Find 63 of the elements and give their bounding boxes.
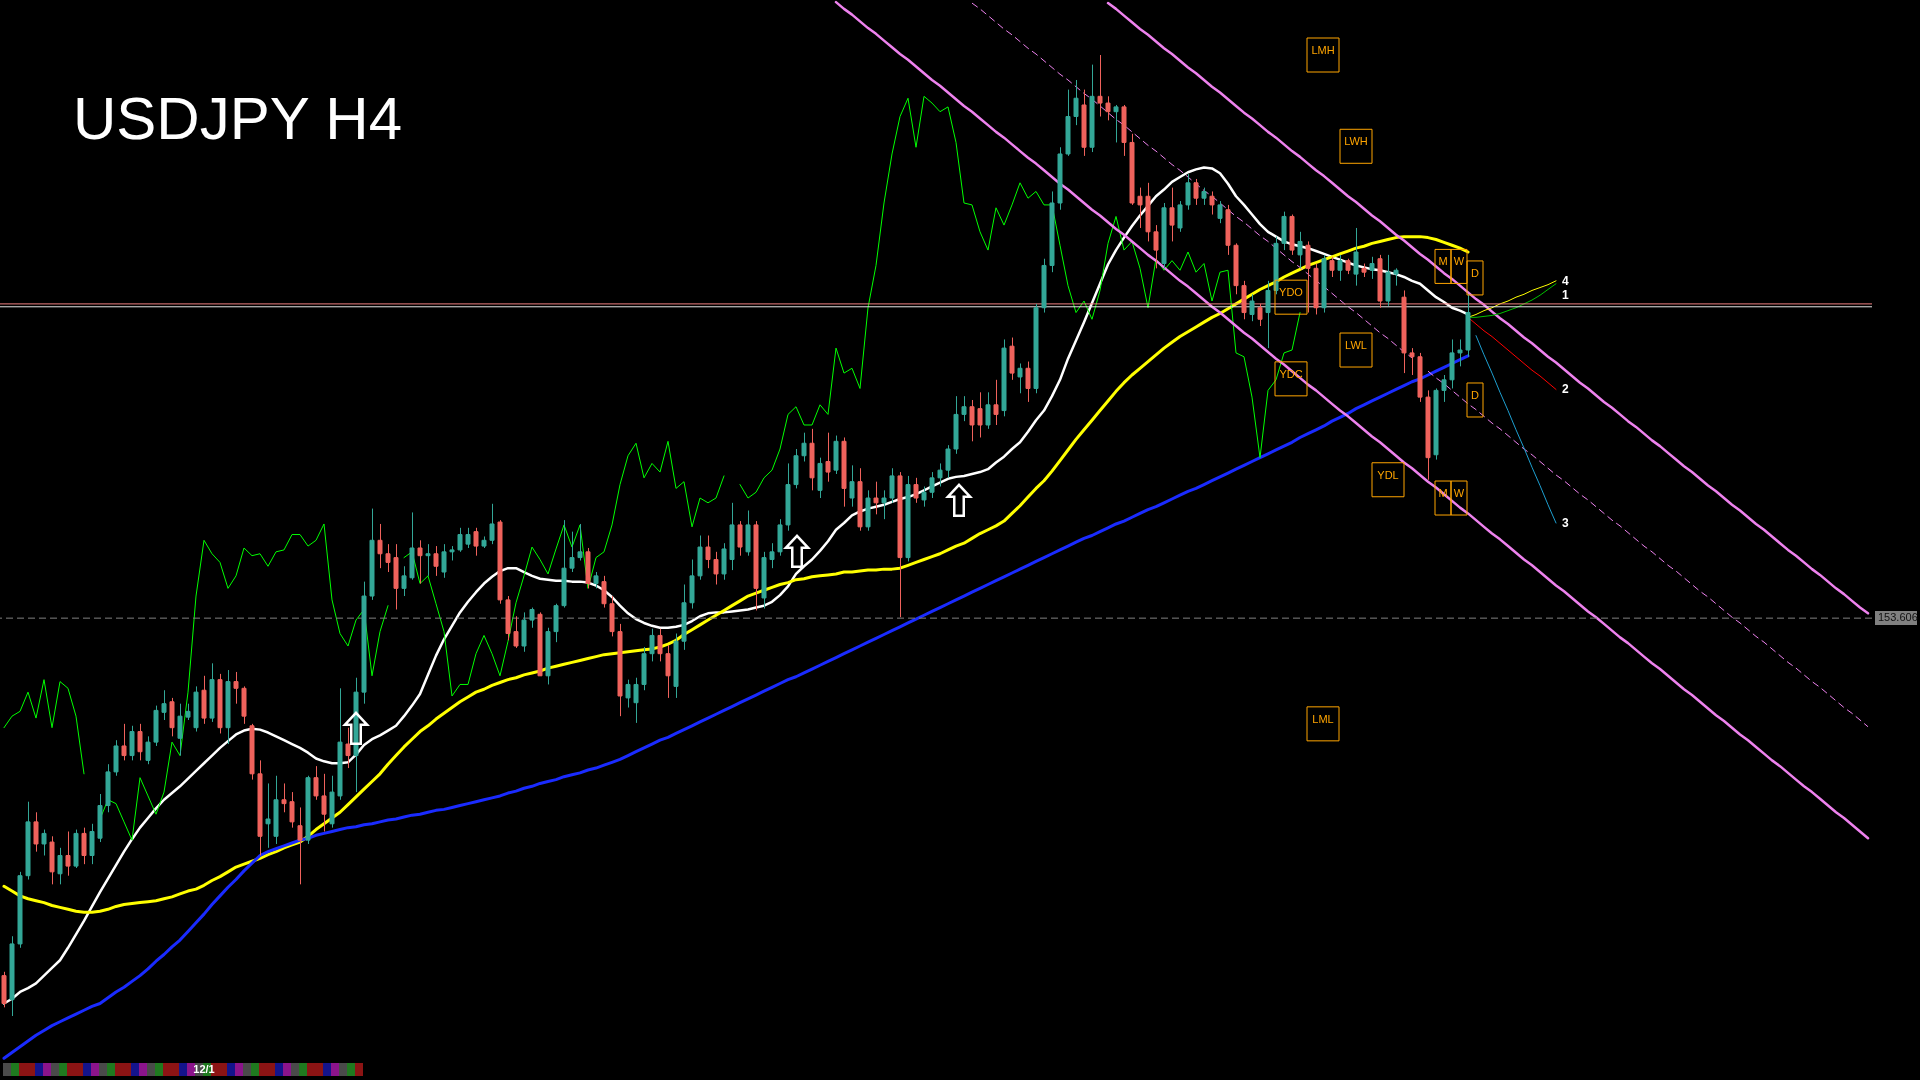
candlestick: [1113, 104, 1119, 143]
annotation: LWH: [1344, 135, 1368, 148]
candlestick: [1017, 362, 1023, 394]
candlestick: [1353, 227, 1359, 287]
series-label: 2: [1562, 382, 1569, 397]
candlestick: [33, 811, 39, 853]
candlestick: [1209, 190, 1215, 216]
candlestick: [873, 481, 879, 515]
candlestick: [1297, 231, 1303, 269]
annotation: LWL: [1345, 339, 1367, 352]
candlestick: [1097, 54, 1103, 117]
candlestick: [961, 395, 967, 422]
annotation: LMH: [1311, 44, 1335, 56]
candlestick: [1169, 187, 1175, 242]
series-label: 4: [1562, 273, 1569, 288]
annotation: YDO: [1279, 286, 1304, 299]
candlestick: [977, 391, 983, 438]
candlestick: [1457, 338, 1463, 367]
text: USDJPY H4: [73, 85, 403, 152]
candlestick: [825, 432, 831, 483]
candlestick: [1265, 280, 1271, 349]
candlestick: [1441, 374, 1447, 403]
candlestick: [929, 471, 935, 499]
candlestick: [1025, 361, 1031, 403]
annotation: W: [1453, 255, 1465, 268]
candlestick: [945, 444, 951, 479]
candlestick: [889, 467, 895, 504]
candlestick: [1249, 293, 1255, 322]
candlestick: [849, 464, 855, 508]
candlestick: [801, 432, 807, 462]
candlestick: [881, 489, 887, 520]
candlestick: [65, 830, 71, 877]
candlestick: [1305, 240, 1311, 314]
candlestick: [1409, 347, 1415, 376]
candlestick: [993, 379, 999, 426]
text: 12/1: [193, 1063, 215, 1075]
candlestick: [1185, 173, 1191, 211]
candlestick: [57, 847, 63, 885]
annotation: YDL: [1377, 468, 1399, 481]
candlestick: [737, 520, 743, 557]
candlestick: [1137, 187, 1143, 229]
candlestick: [985, 391, 991, 430]
candlestick: [1217, 200, 1223, 224]
candlestick: [969, 399, 975, 442]
annotation: D: [1471, 266, 1480, 279]
candlestick: [769, 542, 775, 569]
candlestick: [1329, 256, 1335, 278]
candlestick: [41, 829, 47, 857]
candlestick: [921, 485, 927, 508]
candlestick: [1257, 303, 1263, 327]
candlestick: [1337, 254, 1343, 282]
candlestick: [913, 477, 919, 504]
candlestick: [1193, 178, 1199, 206]
candlestick: [81, 827, 87, 865]
candlestick: [1073, 79, 1079, 126]
candlestick: [1177, 200, 1183, 233]
candlestick: [1105, 95, 1111, 121]
series-label: 1: [1562, 287, 1569, 302]
candlestick: [937, 462, 943, 487]
annotation: LML: [1312, 712, 1334, 725]
candlestick: [1153, 224, 1159, 269]
candlestick: [1369, 256, 1375, 280]
series-label: 3: [1562, 516, 1569, 531]
